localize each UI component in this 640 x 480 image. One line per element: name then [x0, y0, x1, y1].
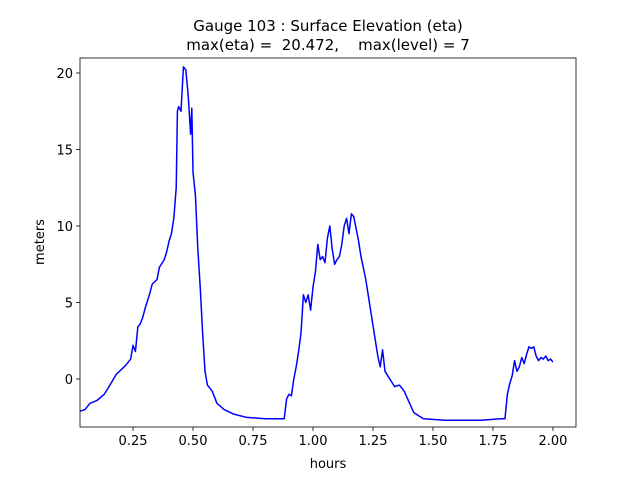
y-tick-label: 20	[56, 67, 73, 82]
x-tick-label: 0.25	[119, 434, 148, 449]
data-line	[80, 66, 554, 422]
x-tick-label: 1.00	[299, 434, 328, 449]
chart-title: Gauge 103 : Surface Elevation (eta)	[193, 17, 462, 35]
y-tick-label: 0	[65, 373, 73, 388]
x-tick-label: 0.50	[179, 434, 208, 449]
y-tick-label: 15	[56, 143, 73, 158]
y-tick-label: 5	[65, 296, 73, 311]
x-tick-label: 2.00	[538, 434, 567, 449]
plot-frame	[79, 57, 577, 428]
chart-subtitle: max(eta) = 20.472, max(level) = 7	[186, 36, 470, 54]
x-axis-label: hours	[310, 457, 347, 472]
x-tick-label: 1.50	[419, 434, 448, 449]
x-tick-label: 0.75	[239, 434, 268, 449]
y-tick-label: 10	[56, 220, 73, 235]
x-tick-label: 1.75	[478, 434, 507, 449]
y-axis-label: meters	[33, 219, 48, 265]
x-tick-label: 1.25	[359, 434, 388, 449]
